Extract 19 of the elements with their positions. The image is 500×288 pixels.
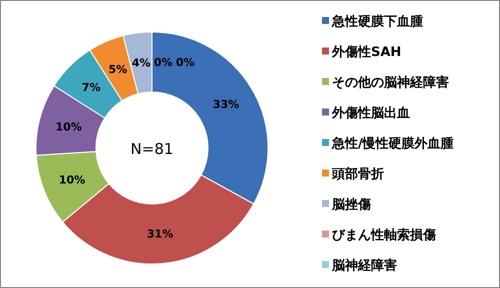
data-label: 4%	[132, 56, 151, 70]
legend-label: 脳神経障害	[331, 258, 397, 274]
legend-label: 外傷性SAH	[331, 45, 402, 60]
data-label: 5%	[108, 63, 128, 76]
text: N=81	[130, 140, 174, 158]
legend-label: 急性硬膜下血腫	[331, 14, 423, 30]
text: 0%	[176, 56, 195, 69]
text: 0%	[154, 56, 173, 69]
data-label: 33%	[212, 98, 240, 112]
legend-label: 急性/慢性硬膜外血腫	[331, 136, 454, 152]
legend-label: 頭部骨折	[331, 166, 384, 182]
data-label: 10%	[58, 174, 86, 187]
legend-label: 外傷性脳出血	[331, 106, 410, 121]
data-label: 31%	[146, 228, 174, 241]
legend-label: 脳挫傷	[331, 198, 371, 212]
data-label: 10%	[56, 120, 82, 134]
legend-label: びまん性軸索損傷	[332, 227, 436, 243]
legend-label: その他の脳神経障害	[332, 74, 449, 90]
data-label: 7%	[82, 81, 101, 94]
